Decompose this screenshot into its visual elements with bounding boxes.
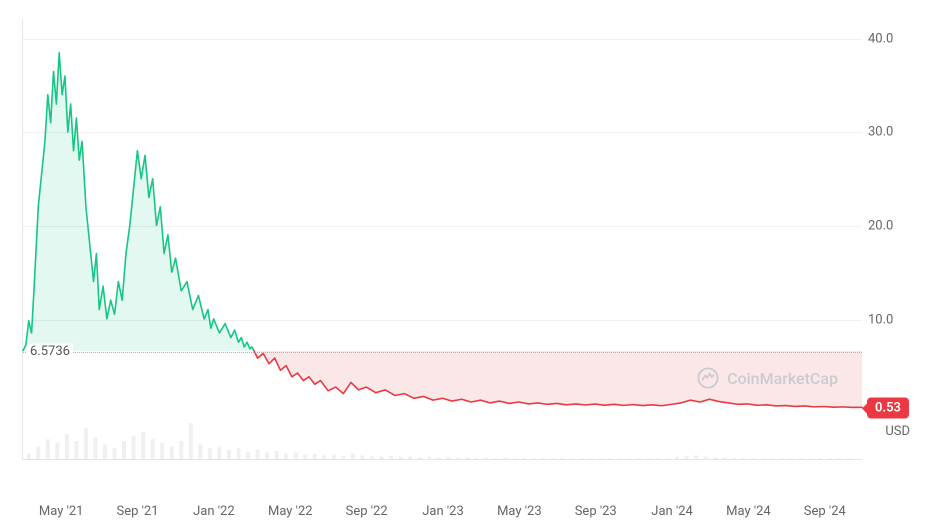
y-tick-label: 30.0 bbox=[868, 125, 912, 140]
volume-bars bbox=[23, 423, 862, 459]
y-tick-label: 20.0 bbox=[868, 218, 912, 233]
baseline-label: 6.5736 bbox=[27, 343, 73, 358]
x-tick-label: Jan '24 bbox=[651, 504, 693, 519]
baseline-line bbox=[23, 352, 862, 353]
x-tick-label: Jan '22 bbox=[193, 504, 235, 519]
x-tick-label: Sep '23 bbox=[575, 504, 617, 519]
x-tick-label: May '22 bbox=[268, 504, 313, 519]
x-tick-label: May '24 bbox=[726, 504, 771, 519]
x-tick-label: Sep '21 bbox=[117, 504, 159, 519]
price-line-svg bbox=[23, 20, 862, 459]
current-price-value: 0.53 bbox=[875, 401, 901, 416]
price-chart[interactable]: 10.020.030.040.0 6.5736 0.53 May '21Sep … bbox=[22, 20, 862, 460]
y-tick-label: 10.0 bbox=[868, 312, 912, 327]
watermark-text: CoinMarketCap bbox=[727, 369, 838, 388]
watermark: CoinMarketCap bbox=[697, 367, 838, 389]
y-tick-label: 40.0 bbox=[868, 31, 912, 46]
currency-label: USD bbox=[885, 424, 910, 439]
x-tick-label: Sep '24 bbox=[804, 504, 846, 519]
x-tick-label: Jan '23 bbox=[422, 504, 464, 519]
x-tick-label: May '23 bbox=[497, 504, 542, 519]
coinmarketcap-icon bbox=[697, 367, 719, 389]
current-price-badge: 0.53 bbox=[867, 398, 909, 419]
x-tick-label: May '21 bbox=[39, 504, 84, 519]
x-tick-label: Sep '22 bbox=[346, 504, 388, 519]
